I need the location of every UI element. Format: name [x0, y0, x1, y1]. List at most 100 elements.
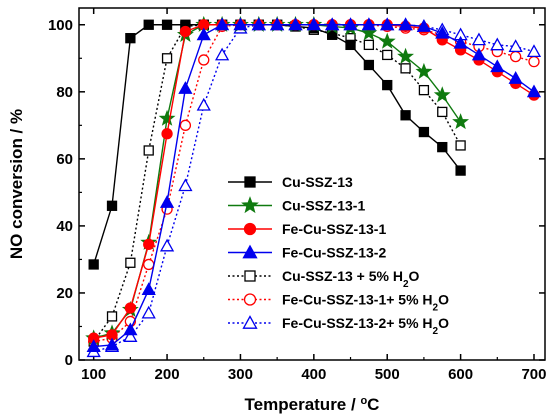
- data-point: [343, 17, 358, 31]
- x-tick-label: 500: [375, 366, 400, 383]
- legend-item: Fe-Cu-SSZ-13-1: [228, 221, 386, 237]
- plot-frame: [78, 7, 546, 361]
- data-point: [161, 19, 173, 30]
- data-point: [415, 62, 433, 79]
- legend-item: Fe-Cu-SSZ-13-2+ 5% H2O: [228, 315, 449, 337]
- legend-label: Fe-Cu-SSZ-13-1+ 5% H2O: [282, 292, 449, 314]
- data-point: [159, 195, 175, 208]
- x-tick-label: 400: [301, 366, 326, 383]
- data-point: [418, 84, 430, 96]
- data-point: [452, 113, 470, 130]
- data-point: [397, 47, 414, 64]
- x-tick-label: 100: [81, 366, 106, 383]
- data-point: [242, 244, 258, 259]
- data-point: [243, 293, 257, 306]
- data-point: [288, 17, 303, 31]
- y-tick-label: 0: [65, 352, 73, 369]
- data-point: [178, 178, 193, 192]
- data-point: [104, 337, 120, 351]
- data-series: [85, 15, 542, 358]
- data-point: [360, 24, 378, 41]
- data-point: [106, 200, 118, 211]
- data-point: [233, 17, 248, 31]
- data-point: [306, 17, 321, 31]
- data-point: [526, 44, 542, 58]
- data-point: [400, 110, 411, 121]
- data-point: [123, 329, 138, 342]
- data-point: [243, 222, 257, 236]
- legend-item: Fe-Cu-SSZ-13-2: [228, 245, 386, 261]
- y-tick-label: 80: [56, 84, 73, 101]
- legend-label: Fe-Cu-SSZ-13-1: [282, 221, 386, 237]
- data-point: [490, 59, 505, 73]
- data-point: [161, 128, 173, 140]
- data-point: [455, 140, 466, 151]
- data-point: [325, 17, 340, 31]
- series-3: [86, 17, 542, 353]
- data-point: [88, 259, 99, 270]
- data-point: [214, 47, 230, 61]
- data-point: [382, 79, 393, 91]
- data-point: [141, 282, 156, 296]
- data-point: [143, 258, 155, 271]
- data-point: [416, 19, 432, 32]
- legend-item: Cu-SSZ-13: [228, 174, 353, 190]
- data-point: [437, 106, 448, 118]
- data-point: [378, 32, 396, 49]
- data-point: [270, 17, 285, 31]
- data-point: [455, 165, 466, 176]
- data-point: [251, 17, 266, 31]
- data-point: [158, 109, 176, 126]
- data-point: [86, 339, 101, 353]
- data-point: [380, 17, 395, 31]
- legend-label: Cu-SSZ-13 + 5% H2O: [282, 268, 420, 290]
- data-point: [242, 315, 258, 329]
- y-axis-title: NO conversion / %: [7, 109, 26, 259]
- x-tick-label: 300: [228, 366, 253, 383]
- data-point: [244, 176, 256, 188]
- y-tick-label: 40: [56, 218, 73, 235]
- data-point: [244, 270, 256, 282]
- data-point: [400, 63, 411, 74]
- data-point: [143, 145, 154, 156]
- data-point: [159, 238, 175, 252]
- data-point: [509, 50, 522, 63]
- series-line: [93, 24, 462, 265]
- legend-item: Cu-SSZ-13 + 5% H2O: [228, 268, 420, 290]
- y-tick-label: 100: [48, 17, 73, 34]
- data-point: [363, 39, 375, 51]
- data-point: [196, 27, 211, 41]
- legend-label: Fe-Cu-SSZ-13-2: [282, 245, 386, 261]
- data-point: [106, 311, 118, 322]
- data-point: [141, 305, 156, 319]
- legend-item: Cu-SSZ-13-1: [228, 196, 365, 214]
- x-axis-title: Temperature / oC: [245, 395, 380, 414]
- data-point: [124, 302, 137, 314]
- data-point: [179, 119, 192, 131]
- data-point: [418, 126, 430, 138]
- data-point: [435, 25, 450, 39]
- data-point: [345, 39, 356, 51]
- data-point: [471, 47, 487, 61]
- data-point: [214, 17, 230, 31]
- data-point: [361, 17, 376, 31]
- data-point: [363, 59, 375, 71]
- data-point: [143, 19, 154, 30]
- data-point: [196, 97, 211, 111]
- data-point: [433, 86, 451, 103]
- data-point: [526, 84, 542, 98]
- data-point: [143, 238, 155, 250]
- data-point: [528, 55, 540, 68]
- legend: Cu-SSZ-13 Cu-SSZ-13-1 Fe-Cu-SSZ-13-1 Fe-Cu-…: [228, 174, 449, 337]
- legend-label: Cu-SSZ-13: [282, 174, 353, 190]
- legend-label: Cu-SSZ-13-1: [282, 198, 365, 214]
- data-point: [508, 71, 523, 84]
- x-tick-label: 700: [521, 366, 546, 383]
- y-tick-label: 20: [56, 285, 73, 302]
- data-point: [125, 257, 136, 268]
- data-point: [123, 322, 138, 336]
- data-point: [179, 25, 192, 38]
- data-point: [453, 35, 468, 49]
- y-tick-label: 60: [56, 151, 73, 168]
